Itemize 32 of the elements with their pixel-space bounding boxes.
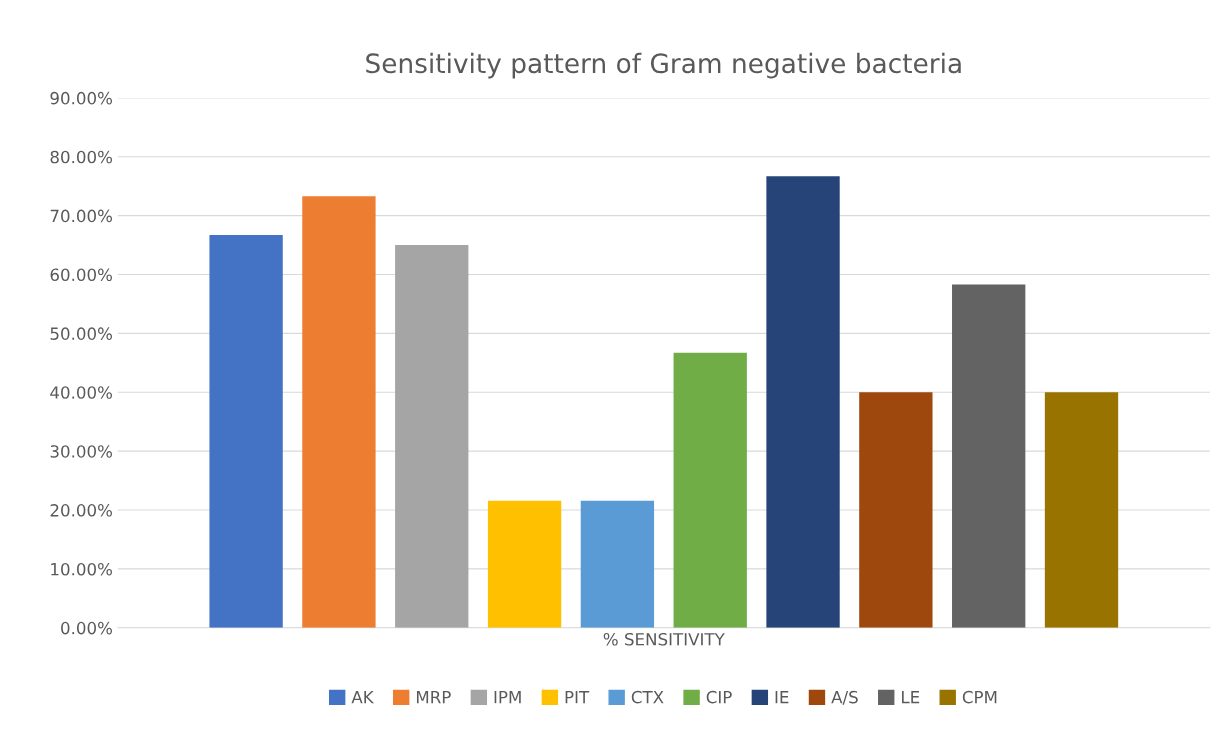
legend-label: CIP <box>706 690 732 704</box>
bar <box>673 352 747 628</box>
legend-label: AK <box>351 691 375 704</box>
y-tick-label: 60.00% <box>50 268 113 282</box>
legend-label: CPM <box>962 690 997 704</box>
chart-title: Sensitivity pattern of Gram negative bacteria <box>366 52 961 79</box>
y-tick-label: 30.00% <box>50 445 113 458</box>
bar <box>487 500 562 628</box>
y-tick-label: 10.00% <box>51 562 113 576</box>
bar <box>209 235 283 628</box>
y-tick-label: 50.00% <box>50 327 113 340</box>
y-tick-label: 20.00% <box>50 504 113 517</box>
legend-label: IPM <box>494 691 521 704</box>
y-tick-label: 90.00% <box>50 91 113 105</box>
legend-label: PIT <box>565 691 590 704</box>
bar <box>1044 392 1119 628</box>
y-tick-label: 70.00% <box>50 209 113 223</box>
y-tick-label: 40.00% <box>50 386 113 399</box>
legend-label: LE <box>902 691 920 704</box>
legend-label: MRP <box>416 691 451 704</box>
legend-label: CTX <box>631 690 664 704</box>
bar <box>302 196 376 628</box>
y-tick-label: 0.00% <box>61 621 113 635</box>
legend-label: IE <box>775 691 789 704</box>
bar <box>395 245 469 628</box>
legend-label: A/S <box>831 690 858 705</box>
y-tick-label: 80.00% <box>50 150 113 164</box>
bar <box>952 284 1026 628</box>
bar <box>859 392 933 628</box>
bar <box>766 176 840 628</box>
bar <box>580 500 655 628</box>
x-tick-label: % SENSITIVITY <box>603 632 725 646</box>
